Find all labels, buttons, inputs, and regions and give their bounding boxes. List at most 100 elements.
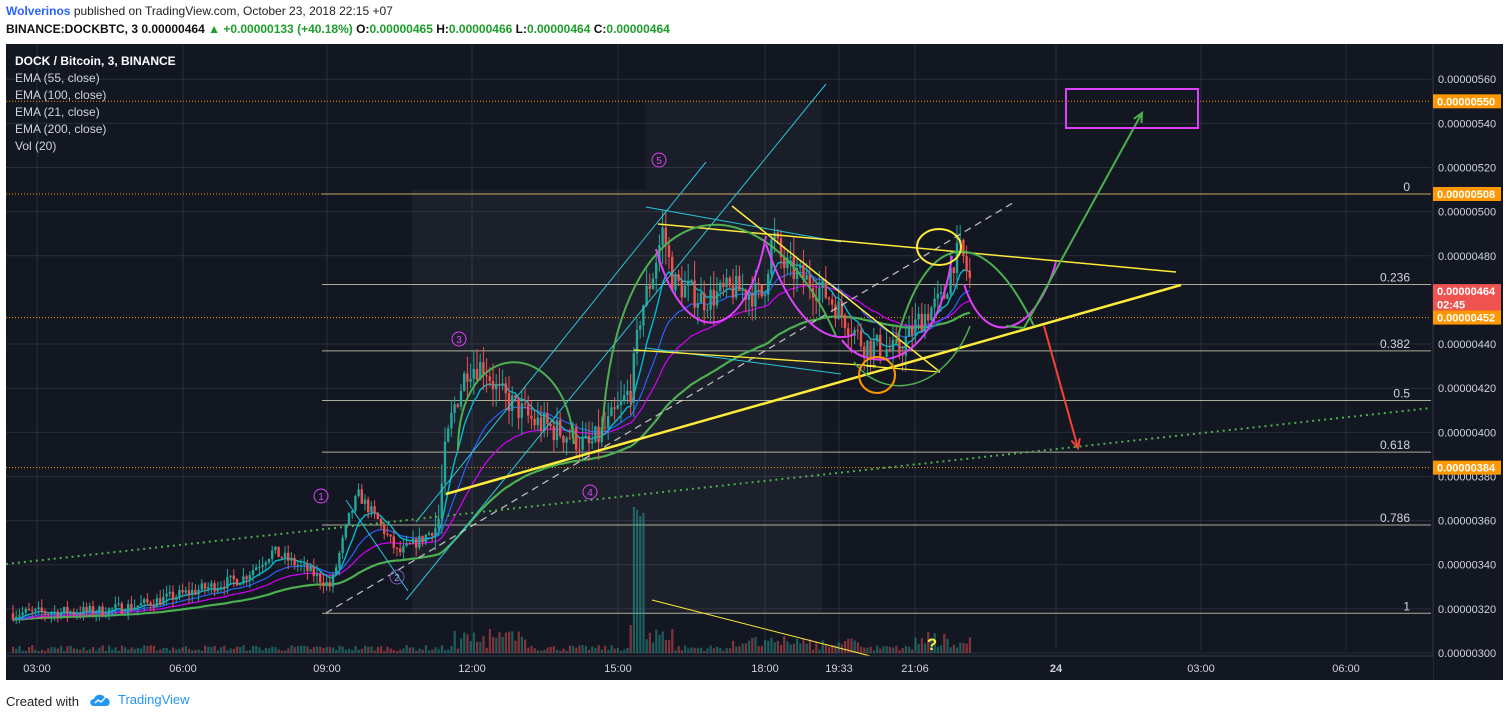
tradingview-brand[interactable]: TradingView — [118, 692, 190, 707]
wave-label: 5 — [656, 156, 662, 167]
volume-bar — [178, 648, 181, 653]
volume-bar — [104, 650, 107, 653]
volume-bar — [444, 650, 447, 653]
volume-bar — [412, 647, 415, 653]
candle-body — [379, 519, 383, 525]
arc-wave-1 — [457, 361, 575, 451]
volume-bar — [613, 648, 616, 653]
publish-line: Wolverinos published on TradingView.com,… — [6, 4, 393, 18]
arc-wave-2 — [601, 223, 837, 437]
volume-bar — [322, 647, 325, 653]
volume-bar — [124, 647, 127, 653]
volume-bar — [364, 645, 367, 653]
volume-bar — [72, 648, 75, 653]
legend-volume[interactable]: Vol (20) — [15, 139, 57, 153]
candle-body — [143, 599, 146, 604]
candle-body — [120, 603, 123, 615]
volume-bar — [175, 649, 178, 653]
legend-ema-200[interactable]: EMA (200, close) — [15, 122, 107, 136]
candle-body — [219, 587, 223, 589]
candle-body — [197, 589, 200, 595]
volume-bar — [152, 645, 155, 653]
candle-body — [229, 575, 232, 577]
volume-bar — [565, 650, 568, 653]
candle-body — [907, 326, 911, 337]
volume-bar — [607, 650, 610, 653]
candle-body — [632, 353, 635, 403]
volume-bar — [882, 646, 885, 653]
volume-bar — [594, 647, 597, 653]
candle-body — [155, 598, 159, 608]
ohlc-close-value: 0.00000464 — [606, 22, 670, 36]
volume-bar — [341, 646, 344, 653]
price-axis-tick: 0.00000560 — [1438, 74, 1496, 86]
candle-body — [623, 395, 626, 401]
volume-bar — [402, 648, 405, 653]
dotted-support-line — [6, 407, 1432, 565]
candle-body — [575, 427, 578, 450]
candle-body — [117, 603, 120, 605]
candle-body — [549, 424, 552, 427]
author-link[interactable]: Wolverinos — [6, 4, 71, 18]
candle-body — [523, 403, 527, 405]
legend-ema-55[interactable]: EMA (55, close) — [15, 71, 100, 85]
volume-bar — [66, 645, 69, 653]
candle-body — [149, 602, 152, 606]
price-label-badge — [1433, 460, 1501, 475]
volume-bar — [546, 647, 549, 653]
volume-bar — [623, 649, 626, 653]
volume-bar — [12, 646, 15, 653]
candle-body — [66, 606, 69, 614]
candle-body — [463, 373, 466, 391]
price-axis-tick: 0.00000360 — [1438, 516, 1496, 528]
volume-bar — [962, 642, 965, 653]
candle-body — [424, 535, 427, 543]
legend-ema-21[interactable]: EMA (21, close) — [15, 105, 100, 119]
tradingview-logo[interactable]: TradingView — [88, 692, 190, 707]
ohlc-open-key: O: — [356, 22, 370, 36]
candle-body — [543, 413, 546, 432]
candle-body — [754, 282, 757, 307]
candle-body — [389, 534, 392, 537]
chart-canvas[interactable]: 0 0.236 0.382 0.5 0.618 0.786 1 1 2 3 4 5? 0.0000056… — [6, 44, 1503, 680]
volume-bar — [527, 647, 530, 653]
volume-bar — [514, 640, 517, 653]
candle-body — [917, 313, 920, 320]
volume-bar — [709, 645, 712, 653]
volume-bar — [831, 644, 834, 653]
volume-bar — [44, 650, 47, 653]
volume-bar — [495, 637, 498, 653]
volume-bar — [920, 638, 923, 653]
time-axis-tick: 03:00 — [23, 663, 51, 675]
candle-body — [437, 518, 440, 529]
volume-bar — [114, 647, 117, 653]
chart-area[interactable]: 0 0.236 0.382 0.5 0.618 0.786 1 1 2 3 4 5? 0.0000056… — [6, 44, 1503, 680]
volume-bar — [530, 645, 533, 653]
volume-bar — [136, 647, 139, 653]
candle-body — [111, 608, 114, 610]
volume-bar — [450, 645, 453, 653]
volume-bar — [380, 646, 383, 653]
volume-bar — [754, 637, 757, 653]
volume-bar — [892, 647, 895, 653]
volume-bar — [549, 646, 552, 653]
volume-bar — [210, 647, 213, 653]
candle-body — [501, 383, 504, 385]
fib-level-label: 0.382 — [1380, 337, 1410, 351]
publish-info: published on TradingView.com, October 23… — [73, 4, 393, 18]
volume-bar — [143, 645, 146, 653]
volume-bar — [716, 646, 719, 653]
legend-ema-100[interactable]: EMA (100, close) — [15, 88, 107, 102]
fib-level-label: 1 — [1403, 599, 1410, 613]
candle-body — [722, 282, 725, 287]
volume-bar — [895, 645, 898, 653]
volume-bar — [213, 645, 216, 653]
volume-bar — [34, 649, 37, 653]
candle-body — [242, 576, 245, 584]
candle-body — [751, 294, 754, 307]
candle-body — [344, 524, 347, 538]
candle-body — [82, 607, 85, 615]
candle-body — [658, 245, 661, 263]
volume-bar — [293, 647, 296, 653]
candle-body — [373, 506, 376, 513]
